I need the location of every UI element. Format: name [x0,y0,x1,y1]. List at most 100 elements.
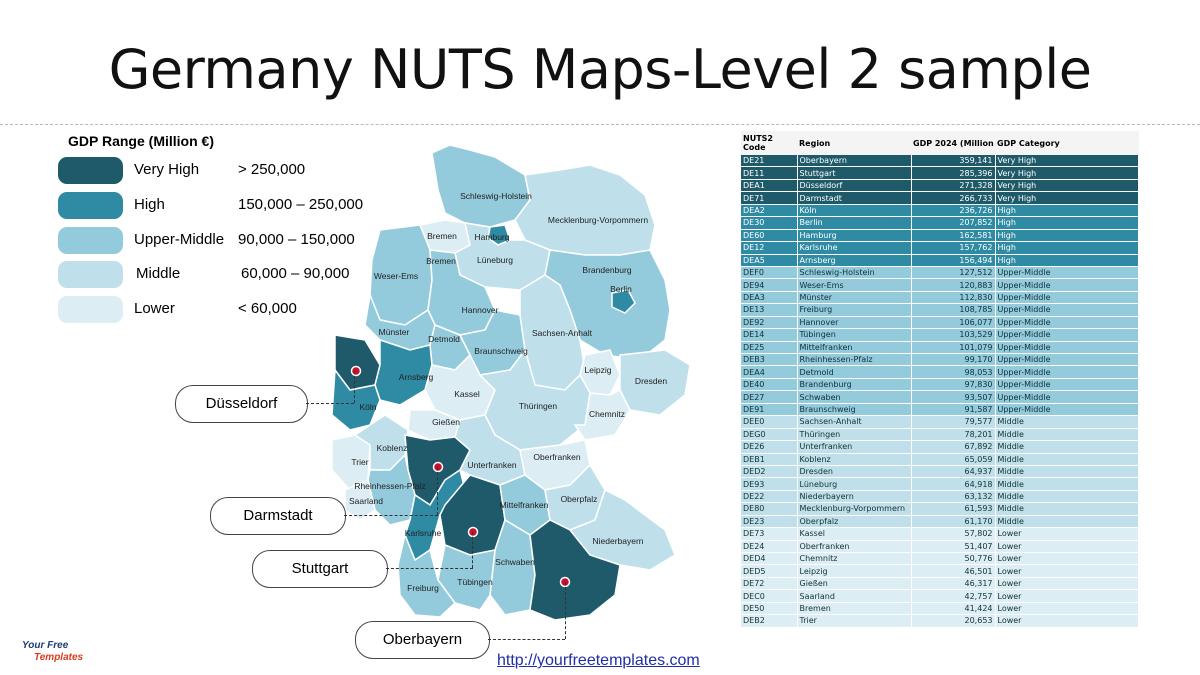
callout-darmstadt[interactable]: Darmstadt [210,497,346,535]
cell-gdp: 127,512 [911,266,996,280]
cell-gdp: 106,077 [911,316,996,330]
cell-category: Upper-Middle [995,328,1139,342]
cell-gdp: 42,757 [911,589,996,603]
cell-code: DEA5 [741,254,798,267]
cell-gdp: 64,937 [911,465,996,479]
cell-code: DEE0 [741,415,798,429]
cell-region: Leipzig [797,564,912,578]
cell-gdp: 236,726 [911,204,996,218]
legend-label: Upper-Middle [134,231,225,248]
callout-oberbayern[interactable]: Oberbayern [355,621,490,659]
cell-gdp: 101,079 [911,341,996,355]
table-row: DE14 Tübingen 103,529 Upper-Middle [741,328,1139,342]
cell-region: Unterfranken [797,440,912,454]
region-freiburg[interactable] [397,532,457,618]
table-row: DE21 Oberbayern 359,141 Very High [741,155,1139,168]
marker-duesseldorf[interactable] [350,365,362,377]
cell-code: DE93 [741,477,798,491]
cell-region: Lüneburg [797,477,912,491]
table-row: DEE0 Sachsen-Anhalt 79,577 Middle [741,415,1139,429]
table-row: DE26 Unterfranken 67,892 Middle [741,440,1139,454]
table-row: DE71 Darmstadt 266,733 Very High [741,191,1139,205]
map-label-thueringen: Thüringen [518,401,558,411]
legend-label: Middle [136,265,181,282]
cell-category: Upper-Middle [995,266,1139,280]
cell-region: Karlsruhe [797,241,912,255]
cell-region: Freiburg [797,303,912,317]
table-row: DEB2 Trier 20,653 Lower [741,614,1139,628]
gdp-table: NUTS2 Code Region GDP 2024 (Million €) G… [741,131,1139,628]
callout-stuttgart[interactable]: Stuttgart [252,550,388,588]
cell-category: Lower [995,577,1139,591]
table-row: DE80 Mecklenburg-Vorpommern 61,593 Middle [741,502,1139,516]
slide-title: Germany NUTS Maps-Level 2 sample [108,38,1092,101]
leader-line [472,532,473,568]
leader-line [354,371,355,403]
cell-gdp: 207,852 [911,216,996,230]
cell-category: Upper-Middle [995,278,1139,292]
region-arnsberg[interactable] [374,338,433,406]
cell-category: Very High [995,179,1139,193]
cell-code: DE26 [741,440,798,454]
header-gdp: GDP 2024 (Million €) [911,131,995,155]
cell-category: Upper-Middle [995,353,1139,367]
region-oberbayern[interactable] [529,519,621,621]
cell-category: Upper-Middle [995,341,1139,355]
table-row: DEB3 Rheinhessen-Pfalz 99,170 Upper-Middle [741,353,1139,367]
leader-line [386,568,473,569]
footer-link[interactable]: http://yourfreetemplates.com [497,652,700,669]
cell-category: Lower [995,602,1139,616]
table-row: DE50 Bremen 41,424 Lower [741,602,1139,616]
legend-title: GDP Range (Million €) [68,133,214,149]
cell-region: Oberbayern [797,155,912,168]
map-label-mecklenburg-vorpommern: Mecklenburg-Vorpommern [547,215,649,225]
cell-region: Brandenburg [797,378,912,392]
cell-category: Upper-Middle [995,291,1139,305]
leader-line [488,639,565,640]
cell-gdp: 98,053 [911,365,996,379]
marker-darmstadt[interactable] [432,461,444,473]
table-row: DE60 Hamburg 162,581 High [741,229,1139,243]
table-row: DEB1 Koblenz 65,059 Middle [741,453,1139,466]
region-schleswig-holstein[interactable] [431,144,531,228]
map-label-oberpfalz: Oberpfalz [560,494,598,504]
cell-code: DE21 [741,155,798,168]
cell-gdp: 61,593 [911,502,996,516]
map-label-karlsruhe: Karlsruhe [404,528,442,538]
cell-category: Lower [995,540,1139,554]
cell-region: Stuttgart [797,166,912,180]
cell-category: Lower [995,552,1139,566]
germany-nuts2-map: Schleswig-Holstein Mecklenburg-Vorpommer… [320,125,700,635]
cell-gdp: 162,581 [911,229,996,243]
cell-gdp: 97,830 [911,378,996,392]
leader-line [306,403,354,404]
table-row: DEG0 Thüringen 78,201 Middle [741,428,1139,442]
cell-gdp: 20,653 [911,614,996,628]
cell-category: Very High [995,166,1139,180]
legend-label: Very High [134,161,200,178]
cell-region: Oberpfalz [797,515,912,529]
map-label-detmold: Detmold [428,334,460,344]
cell-code: DE73 [741,527,798,541]
cell-category: Middle [995,515,1139,529]
cell-category: Middle [995,428,1139,442]
region-chemnitz[interactable] [573,388,631,441]
region-rheinhessen-pfalz[interactable] [367,453,416,526]
table-row: DE30 Berlin 207,852 High [741,216,1139,230]
cell-region: Koblenz [797,453,912,466]
cell-category: Very High [995,155,1139,168]
cell-gdp: 65,059 [911,453,996,466]
region-mecklenburg-vorpommern[interactable] [514,164,656,256]
cell-region: Dresden [797,465,912,479]
table-row: DEF0 Schleswig-Holstein 127,512 Upper-Middl… [741,266,1139,280]
marker-stuttgart[interactable] [467,526,479,538]
callout-duesseldorf[interactable]: Düsseldorf [175,385,308,423]
map-label-muenster: Münster [378,327,410,337]
cell-region: Niederbayern [797,490,912,504]
table-row: DE24 Oberfranken 51,407 Lower [741,540,1139,554]
cell-category: Upper-Middle [995,303,1139,317]
map-label-koblenz: Koblenz [376,443,408,453]
region-berlin[interactable] [611,289,636,314]
cell-code: DEC0 [741,589,798,603]
cell-gdp: 285,396 [911,166,996,180]
